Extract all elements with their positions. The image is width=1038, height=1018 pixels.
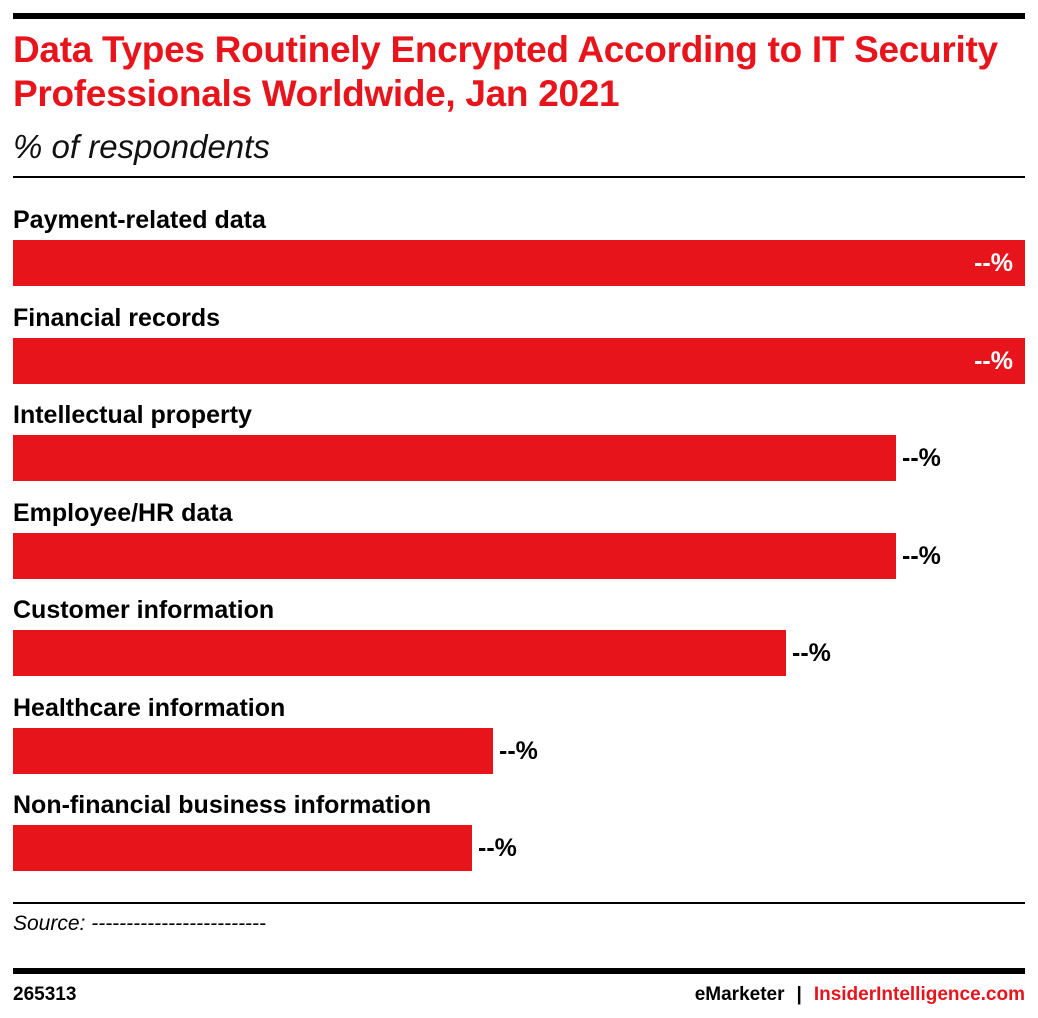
category-label: Financial records [13,303,221,332]
bar [13,435,896,481]
brand-footer: eMarketer | InsiderIntelligence.com [695,982,1025,1008]
bar [13,337,1025,384]
value-label: --% [974,249,1013,277]
category-label: Healthcare information [13,693,286,722]
chart-title: Data Types Routinely Encrypted According… [13,29,998,114]
category-label: Intellectual property [13,401,252,429]
chart-id: 265313 [13,984,77,1005]
category-label: Employee/HR data [13,498,233,527]
chart-subtitle: % of respondents [13,128,270,165]
category-label: Non-financial business information [13,791,432,819]
brand-separator: | [796,984,802,1005]
source-rule [13,902,1025,904]
top-rule [13,13,1025,19]
bar [13,630,786,676]
bar [13,532,896,579]
bottom-rule [13,968,1025,974]
brand-emarketer: eMarketer [694,984,785,1005]
value-label: --% [902,541,941,570]
bar [13,727,493,774]
value-label: --% [974,346,1013,375]
bar [13,240,1025,286]
value-label: --% [902,444,941,472]
source-note: Source: ------------------------- [13,912,267,935]
bar [13,825,472,871]
header-rule [13,176,1025,178]
category-label: Customer information [13,596,275,624]
category-label: Payment-related data [13,206,266,234]
value-label: --% [499,736,538,765]
value-label: --% [792,639,831,667]
brand-insider-intelligence[interactable]: InsiderIntelligence.com [813,984,1025,1005]
value-label: --% [478,834,517,862]
